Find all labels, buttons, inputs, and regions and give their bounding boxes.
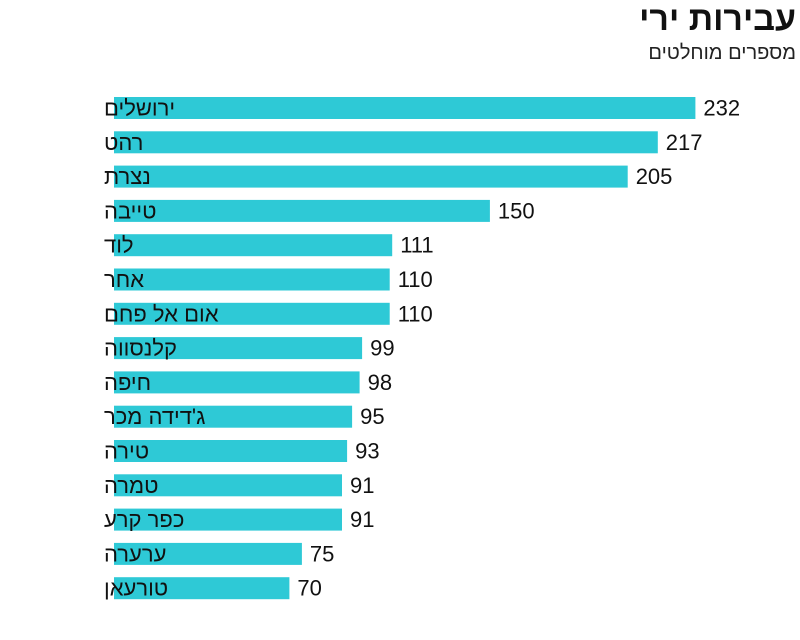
bar [114,131,658,154]
category-label: רהט [104,130,143,155]
value-label: 75 [310,541,334,566]
value-label: 150 [498,198,535,223]
value-label: 99 [370,336,394,361]
value-label: 98 [368,370,392,395]
bar [114,542,302,565]
category-label: טמרה [104,473,159,498]
category-label: אחר [104,267,144,292]
bar [114,440,348,462]
bar [114,508,342,531]
category-labels-group: ירושלים רהט נצרת טייבה לוד אחר אום אל פחם קלנסו… [104,96,219,601]
bar [114,577,290,600]
bar [114,268,390,291]
value-label: 110 [398,267,433,292]
value-label: 110 [398,301,433,326]
category-label: ירושלים [104,96,175,121]
bar [114,337,363,360]
bar [114,302,390,325]
bar [114,234,393,257]
category-label: חיפה [104,370,151,395]
category-label: כפר קרע [104,507,184,532]
category-label: קלנסווה [104,336,177,361]
category-label: טורעאן [104,576,168,601]
category-label: לוד [104,233,134,258]
value-label: 205 [636,164,673,189]
bar [114,405,353,428]
value-label: 93 [355,439,379,464]
category-label: אום אל פחם [104,301,219,326]
bar [114,199,490,222]
bar [114,165,628,188]
bar [114,371,360,394]
bars-group [114,97,696,600]
category-label: טירה [104,439,149,464]
bar [114,97,696,119]
category-label: ערערה [104,541,166,566]
chart-title: עבירות ירי [639,0,796,38]
value-label: 70 [297,576,321,601]
category-label: ג'דידה מכר [104,404,205,429]
category-label: נצרת [104,164,151,189]
value-label: 91 [350,473,374,498]
value-label: 91 [350,507,374,532]
value-label: 95 [360,404,384,429]
value-label: 111 [400,233,433,258]
chart-subtitle: מספרים מוחלטים [648,42,796,64]
bar [114,474,342,497]
value-label: 217 [666,130,703,155]
category-label: טייבה [104,198,156,223]
value-label: 232 [703,96,740,121]
